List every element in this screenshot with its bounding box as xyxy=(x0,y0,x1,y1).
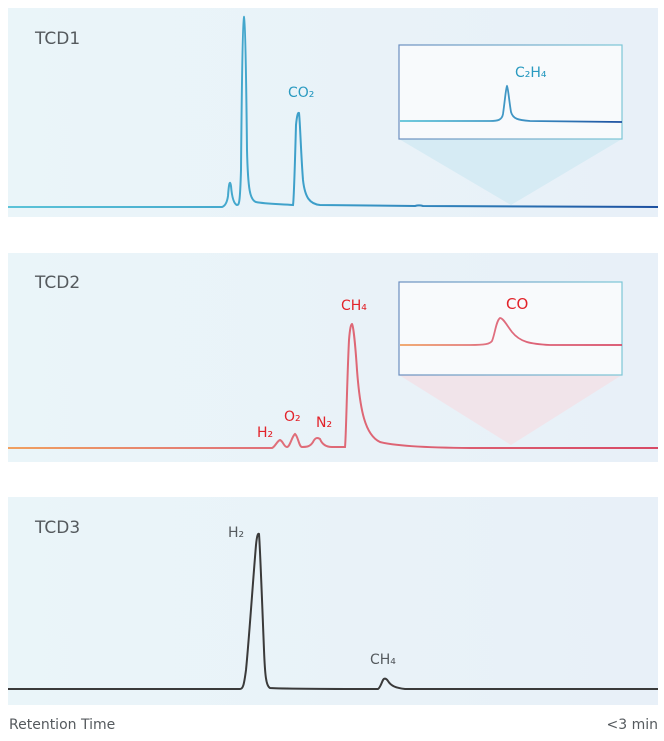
inset-trace-c2h4 xyxy=(400,84,623,123)
zoom-wedge xyxy=(399,375,622,445)
panel-tcd1: TCD1 CO₂ C₂H₄ xyxy=(8,8,659,217)
peak-label-n2: N₂ xyxy=(316,415,332,431)
chromatogram-trace-tcd1 xyxy=(8,15,659,208)
peak-label-o2: O₂ xyxy=(284,409,301,425)
inset-trace-co xyxy=(400,317,622,346)
panel-title-tcd2: TCD2 xyxy=(34,273,80,293)
panel-title-tcd3: TCD3 xyxy=(34,518,80,538)
x-axis-end-label: <3 min xyxy=(606,717,659,733)
zoom-wedge xyxy=(399,139,622,205)
peak-label-co2: CO₂ xyxy=(288,85,314,101)
panel-title-tcd1: TCD1 xyxy=(34,29,80,49)
panel-tcd3: TCD3 H₂ CH₄ xyxy=(8,497,658,705)
inset-box-tcd1 xyxy=(398,44,623,140)
peak-label-ch4: CH₄ xyxy=(370,652,396,668)
peak-label-h2: H₂ xyxy=(228,525,244,541)
peak-label-ch4: CH₄ xyxy=(341,298,367,314)
panel-tcd2: TCD2 H₂ O₂ N₂ CH₄ CO xyxy=(8,253,658,462)
inset-label-c2h4: C₂H₄ xyxy=(515,65,547,81)
peak-label-h2: H₂ xyxy=(257,425,273,441)
chromatogram-trace-tcd3 xyxy=(8,532,658,691)
x-axis-label: Retention Time xyxy=(9,717,116,733)
inset-label-co: CO xyxy=(506,295,528,313)
chromatogram-trace-tcd2 xyxy=(8,322,658,449)
